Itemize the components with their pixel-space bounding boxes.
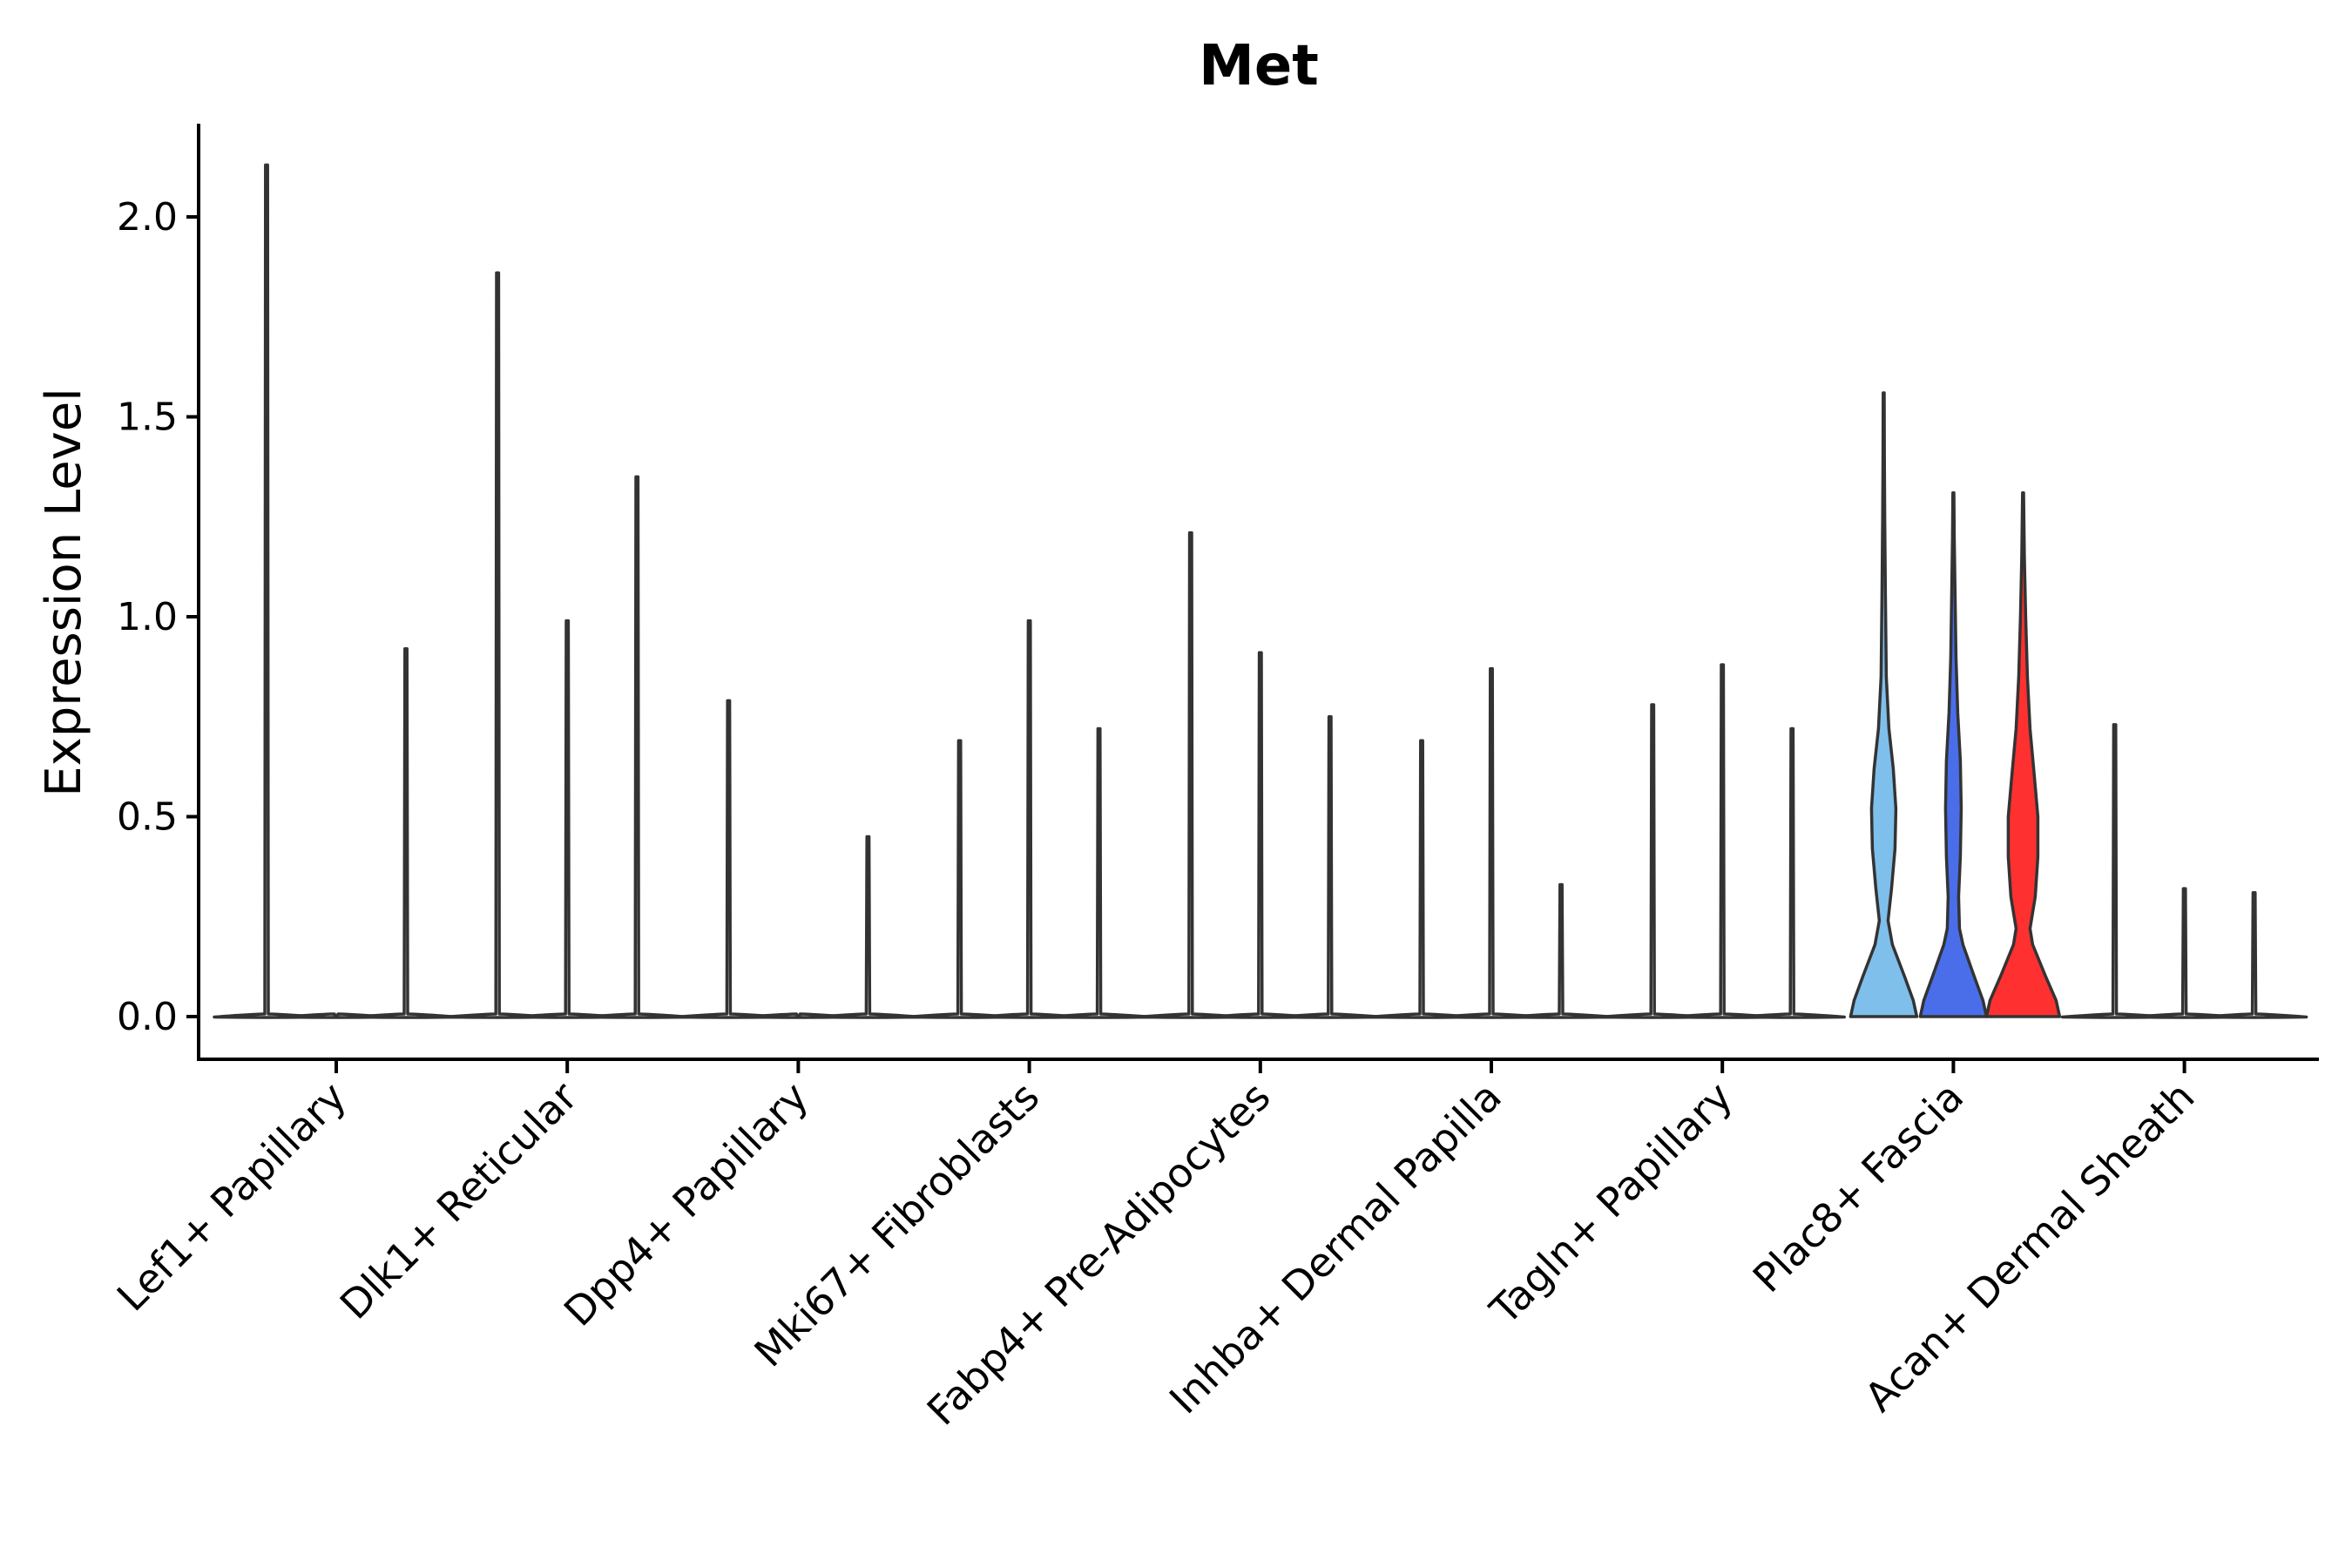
y-axis: 0.0 0.5 1.0 1.5 2.0: [117, 195, 199, 1039]
violin-0-2: [352, 646, 460, 1019]
violin-7-0: [1848, 391, 1919, 1018]
violin-1-0: [443, 271, 551, 1019]
x-tick-label-2: Dpp4+ Papillary: [555, 1073, 817, 1335]
y-axis-title: Expression Level: [36, 388, 92, 797]
violin-4-1: [1206, 651, 1315, 1019]
violin-1-2: [583, 475, 691, 1019]
violin-1-1: [513, 618, 621, 1019]
violin-7-2: [1984, 490, 2062, 1018]
violin-6-1: [1668, 663, 1776, 1019]
y-tick-label-0: 0.0: [117, 995, 178, 1039]
violin-2-0: [674, 699, 783, 1019]
violin-4-0: [1137, 531, 1245, 1019]
violin-0-1: [282, 1012, 390, 1019]
y-tick-label-4: 2.0: [117, 195, 178, 240]
violin-2-2: [814, 835, 923, 1019]
violin-6-2: [1738, 727, 1846, 1019]
violin-5-0: [1368, 739, 1476, 1019]
violin-0-0: [213, 163, 321, 1019]
y-tick-label-3: 1.5: [117, 395, 178, 440]
violin-6-0: [1598, 703, 1707, 1019]
x-tick-label-0: Lef1+ Papillary: [108, 1073, 355, 1321]
violin-2-1: [744, 1012, 853, 1019]
violin-5-1: [1437, 666, 1545, 1019]
violin-8-2: [2200, 890, 2308, 1019]
violin-3-0: [905, 739, 1014, 1019]
violin-3-2: [1044, 727, 1153, 1019]
violin-5-2: [1507, 882, 1615, 1019]
y-tick-label-2: 1.0: [117, 595, 178, 639]
x-tick-label-6: Tagln+ Papillary: [1480, 1073, 1741, 1335]
plot-area: [213, 163, 2308, 1019]
violin-8-1: [2130, 887, 2239, 1019]
chart-title: Met: [1199, 34, 1319, 98]
x-tick-label-7: Plac8+ Fascia: [1744, 1073, 1972, 1301]
violin-8-0: [2060, 723, 2169, 1019]
x-tick-label-1: Dlk1+ Reticular: [331, 1073, 586, 1328]
y-tick-label-1: 0.5: [117, 795, 178, 840]
violin-7-1: [1918, 490, 1989, 1018]
violin-4-2: [1276, 715, 1384, 1019]
violin-3-1: [975, 618, 1084, 1019]
